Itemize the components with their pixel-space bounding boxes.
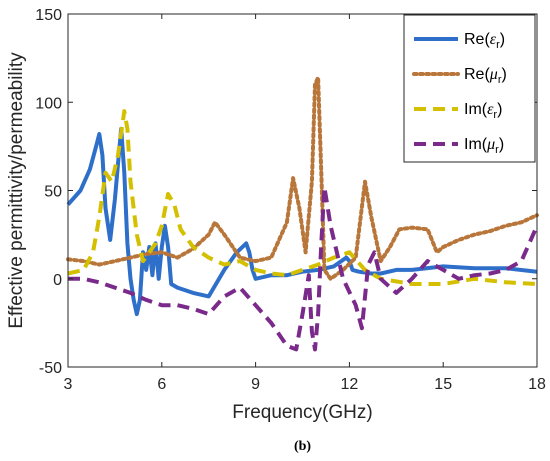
y-tick-label-0: -50	[39, 360, 62, 377]
legend-label-symbol-1: μ	[489, 66, 498, 83]
legend-label-symbol-3: μ	[486, 136, 495, 153]
x-tick-label-2: 9	[251, 376, 260, 393]
ticks-layer: 3 6 9 12 15 18 -50 0 50 100 150	[35, 7, 546, 393]
legend-label-symbol-0: ε	[490, 31, 497, 48]
y-tick-label-1: 0	[53, 272, 62, 289]
legend-label-base-1: Re(	[464, 66, 490, 83]
y-tick-label-3: 100	[35, 95, 62, 112]
y-axis-title: Effective permittivity/permeability	[6, 52, 27, 329]
series-line-1	[66, 75, 539, 281]
legend-label-end-3: )	[499, 136, 504, 153]
y-tick-label-2: 50	[44, 184, 62, 201]
legend-items: Re(εr)Re(μr)Im(εr)Im(μr)	[412, 31, 507, 156]
legend: Re(εr)Re(μr)Im(εr)Im(μr)	[403, 14, 536, 163]
x-tick-label-4: 15	[434, 376, 452, 393]
legend-label-base-3: Im(	[464, 136, 488, 153]
x-tick-label-0: 3	[64, 376, 73, 393]
legend-label-base-2: Im(	[464, 101, 488, 118]
legend-label-end-1: )	[501, 66, 506, 83]
legend-label-1: Re(μr)	[464, 66, 507, 86]
subfigure-label: (b)	[294, 439, 311, 454]
legend-label-sub-3: r	[495, 144, 499, 156]
series-line-0	[66, 126, 538, 317]
legend-label-3: Im(μr)	[464, 136, 504, 156]
legend-label-sub-1: r	[498, 74, 502, 86]
legend-label-end-2: )	[497, 101, 502, 118]
plot-area: 3 6 9 12 15 18 -50 0 50 100 150	[35, 7, 546, 393]
series-layer	[66, 75, 539, 352]
legend-label-sub-2: r	[493, 109, 497, 121]
legend-label-2: Im(εr)	[464, 101, 502, 121]
x-tick-label-1: 6	[157, 376, 166, 393]
x-tick-label-5: 18	[528, 376, 546, 393]
series-line-3	[68, 185, 539, 352]
x-axis-title: Frequency(GHz)	[232, 402, 372, 423]
legend-label-0: Re(εr)	[464, 31, 505, 51]
y-tick-label-4: 150	[35, 7, 62, 24]
legend-label-base-0: Re(	[464, 31, 490, 48]
legend-label-end-0: )	[500, 31, 505, 48]
legend-label-symbol-2: ε	[487, 101, 494, 118]
legend-label-sub-0: r	[496, 39, 500, 51]
x-tick-label-3: 12	[341, 376, 359, 393]
